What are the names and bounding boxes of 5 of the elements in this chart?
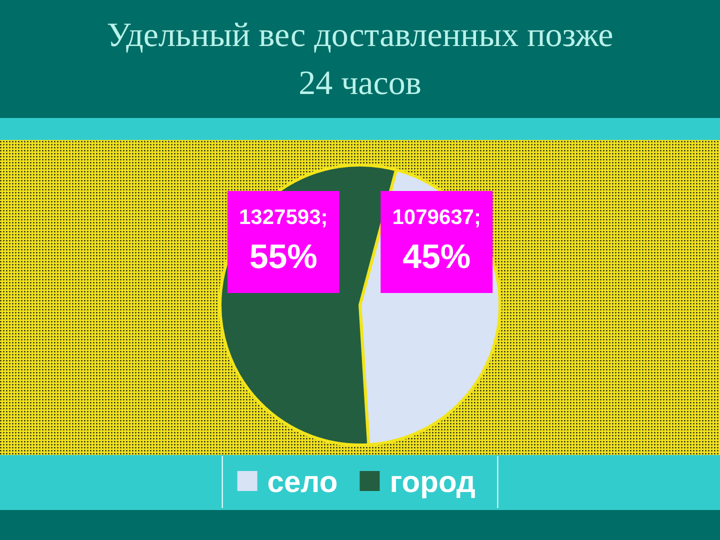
legend-label: село — [267, 466, 338, 499]
chart-title: Удельный вес доставленных позже 24 часов — [106, 17, 614, 102]
data-label: 1327593; 55% — [239, 206, 328, 276]
data-label: 1079637; 45% — [392, 206, 481, 276]
legend-label: город — [390, 466, 476, 499]
